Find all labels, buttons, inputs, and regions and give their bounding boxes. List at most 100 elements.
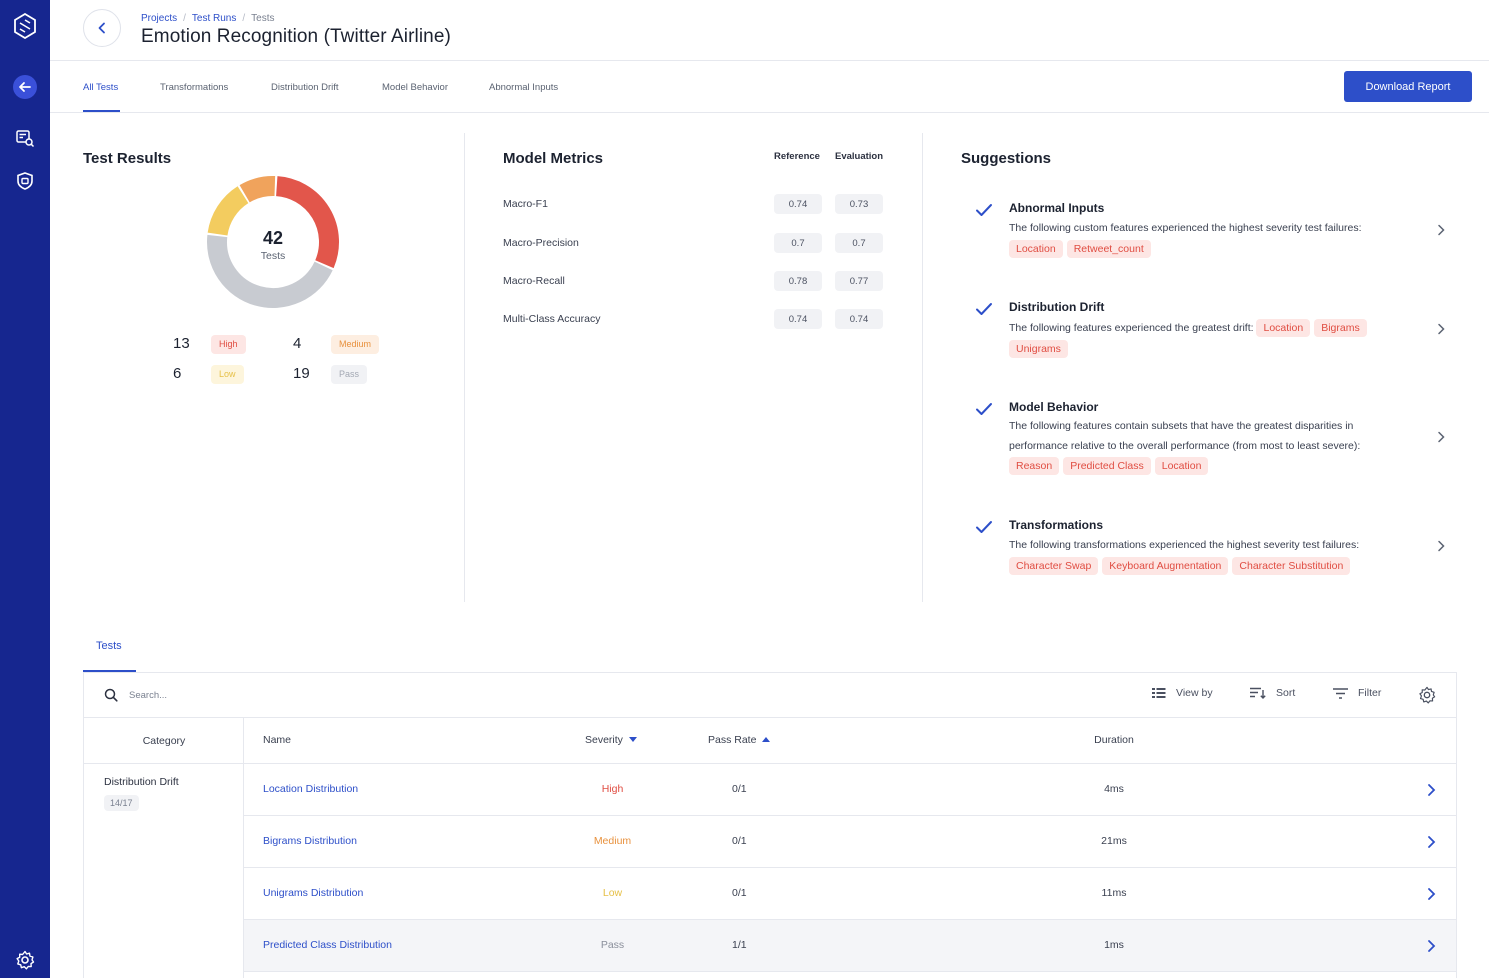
severity-value: Pass (600, 939, 625, 951)
pass-rate-value: 0/1 (732, 887, 747, 899)
metric-label: Macro-F1 (503, 198, 548, 210)
feature-tag: Location (1256, 319, 1311, 337)
breadcrumb-separator: / (183, 13, 186, 24)
feature-tag: Unigrams (1009, 339, 1068, 358)
medium-badge: Medium (331, 335, 380, 354)
high-count: 13 (173, 335, 190, 352)
chevron-right-icon[interactable] (1436, 323, 1446, 335)
pass-rate-header[interactable]: Pass Rate (708, 734, 771, 746)
view-by-label: View by (1176, 687, 1213, 699)
category-name[interactable]: Distribution Drift (104, 776, 179, 788)
tab-transformations[interactable]: Transformations (160, 82, 229, 93)
metric-reference-value: 0.74 (774, 309, 822, 329)
check-icon (976, 403, 992, 415)
severity-header[interactable]: Severity (585, 734, 637, 746)
divider (244, 763, 1456, 764)
chevron-right-icon[interactable] (1426, 939, 1436, 953)
medium-count: 4 (293, 335, 302, 352)
chevron-right-icon[interactable] (1426, 783, 1436, 797)
pass-rate-value: 0/1 (732, 783, 747, 795)
duration-header[interactable]: Duration (1094, 734, 1134, 746)
test-name-link[interactable]: Predicted Class Distribution (263, 939, 392, 951)
tabs-bar: All Tests Transformations Distribution D… (50, 61, 1489, 113)
back-button[interactable] (83, 9, 121, 47)
search-icon (104, 688, 118, 702)
feature-tag: Keyboard Augmentation (1102, 556, 1229, 575)
sidebar (0, 0, 50, 978)
metric-evaluation-value: 0.74 (835, 309, 883, 329)
tab-abnormal-inputs[interactable]: Abnormal Inputs (489, 82, 559, 93)
suggestion-title: Abnormal Inputs (1009, 201, 1105, 215)
active-tab-indicator (83, 670, 136, 672)
sort-up-icon (762, 737, 771, 742)
suggestion-text: The following features experienced the g… (1009, 322, 1254, 334)
breadcrumb-test-runs[interactable]: Test Runs (191, 13, 237, 24)
collapse-icon[interactable] (13, 75, 37, 99)
metric-reference-value: 0.78 (774, 271, 822, 291)
chevron-right-icon[interactable] (1436, 431, 1446, 443)
pass-rate-value: 0/1 (732, 835, 747, 847)
metric-reference-value: 0.74 (774, 194, 822, 214)
sort-button[interactable]: Sort (1250, 687, 1295, 699)
donut-segment-medium (239, 176, 276, 203)
divider (922, 133, 923, 602)
test-name-link[interactable]: Location Distribution (263, 783, 359, 795)
category-column: Category Distribution Drift 14/17 (84, 718, 244, 978)
table-row[interactable]: Predicted Class Distribution Pass 1/1 1m… (244, 920, 1456, 972)
chevron-right-icon[interactable] (1436, 540, 1446, 552)
chevron-right-icon[interactable] (1436, 224, 1446, 236)
duration-value: 11ms (1101, 887, 1127, 899)
suggestion-text: The following transformations experience… (1009, 539, 1360, 551)
download-report-button[interactable]: Download Report (1344, 71, 1472, 102)
suggestions-title: Suggestions (961, 150, 1052, 167)
suggestion-title: Model Behavior (1009, 400, 1099, 414)
table-row[interactable]: Location Distribution High 0/1 4ms (244, 764, 1456, 816)
view-by-button[interactable]: View by (1152, 687, 1213, 699)
settings-gear-icon[interactable] (1418, 686, 1436, 704)
metric-label: Macro-Recall (503, 275, 565, 287)
evaluation-header: Evaluation (835, 151, 884, 162)
shield-icon[interactable] (13, 169, 37, 193)
breadcrumb-tests: Tests (251, 13, 275, 24)
breadcrumb: Projects / Test Runs / Tests (141, 13, 275, 24)
table-row[interactable]: Unigrams Distribution Low 0/1 11ms (244, 868, 1456, 920)
pass-count: 19 (293, 365, 310, 382)
divider (83, 672, 1457, 673)
severity-value: High (601, 783, 624, 795)
tab-distribution-drift[interactable]: Distribution Drift (271, 82, 339, 93)
suggestion-body: The following features experienced the g… (1009, 318, 1404, 359)
low-count: 6 (173, 365, 182, 382)
feature-tag: Character Swap (1009, 556, 1099, 575)
check-icon (976, 521, 992, 533)
suggestion-body: The following custom features experience… (1009, 219, 1404, 259)
metric-evaluation-value: 0.73 (835, 194, 883, 214)
table-row[interactable]: Bigrams Distribution Medium 0/1 21ms (244, 816, 1456, 868)
chevron-right-icon[interactable] (1426, 835, 1436, 849)
feature-tag: Location (1154, 457, 1209, 475)
metric-evaluation-value: 0.7 (835, 233, 883, 253)
feature-tag: Reason (1009, 457, 1060, 475)
donut-segment-pass (207, 234, 333, 308)
tab-all-tests[interactable]: All Tests (83, 82, 119, 93)
reference-header: Reference (774, 151, 820, 162)
data-search-icon[interactable] (13, 126, 37, 150)
check-icon (976, 204, 992, 216)
breadcrumb-projects[interactable]: Projects (141, 13, 178, 24)
pass-badge: Pass (331, 365, 368, 384)
test-name-link[interactable]: Unigrams Distribution (263, 887, 364, 899)
duration-value: 1ms (1104, 939, 1124, 951)
filter-button[interactable]: Filter (1333, 687, 1381, 699)
feature-tag: Character Substitution (1232, 556, 1351, 575)
name-header[interactable]: Name (263, 734, 292, 746)
logo-icon[interactable] (13, 13, 37, 39)
metric-label: Multi-Class Accuracy (503, 313, 601, 325)
filter-icon (1333, 687, 1348, 699)
tab-tests[interactable]: Tests (96, 640, 122, 652)
tab-model-behavior[interactable]: Model Behavior (382, 82, 449, 93)
severity-header-label: Severity (585, 734, 623, 746)
search-input[interactable] (129, 686, 429, 704)
settings-gear-icon[interactable] (13, 948, 37, 972)
test-name-link[interactable]: Bigrams Distribution (263, 835, 357, 847)
chevron-right-icon[interactable] (1426, 887, 1436, 901)
feature-tag: Retweet_count (1066, 239, 1151, 258)
